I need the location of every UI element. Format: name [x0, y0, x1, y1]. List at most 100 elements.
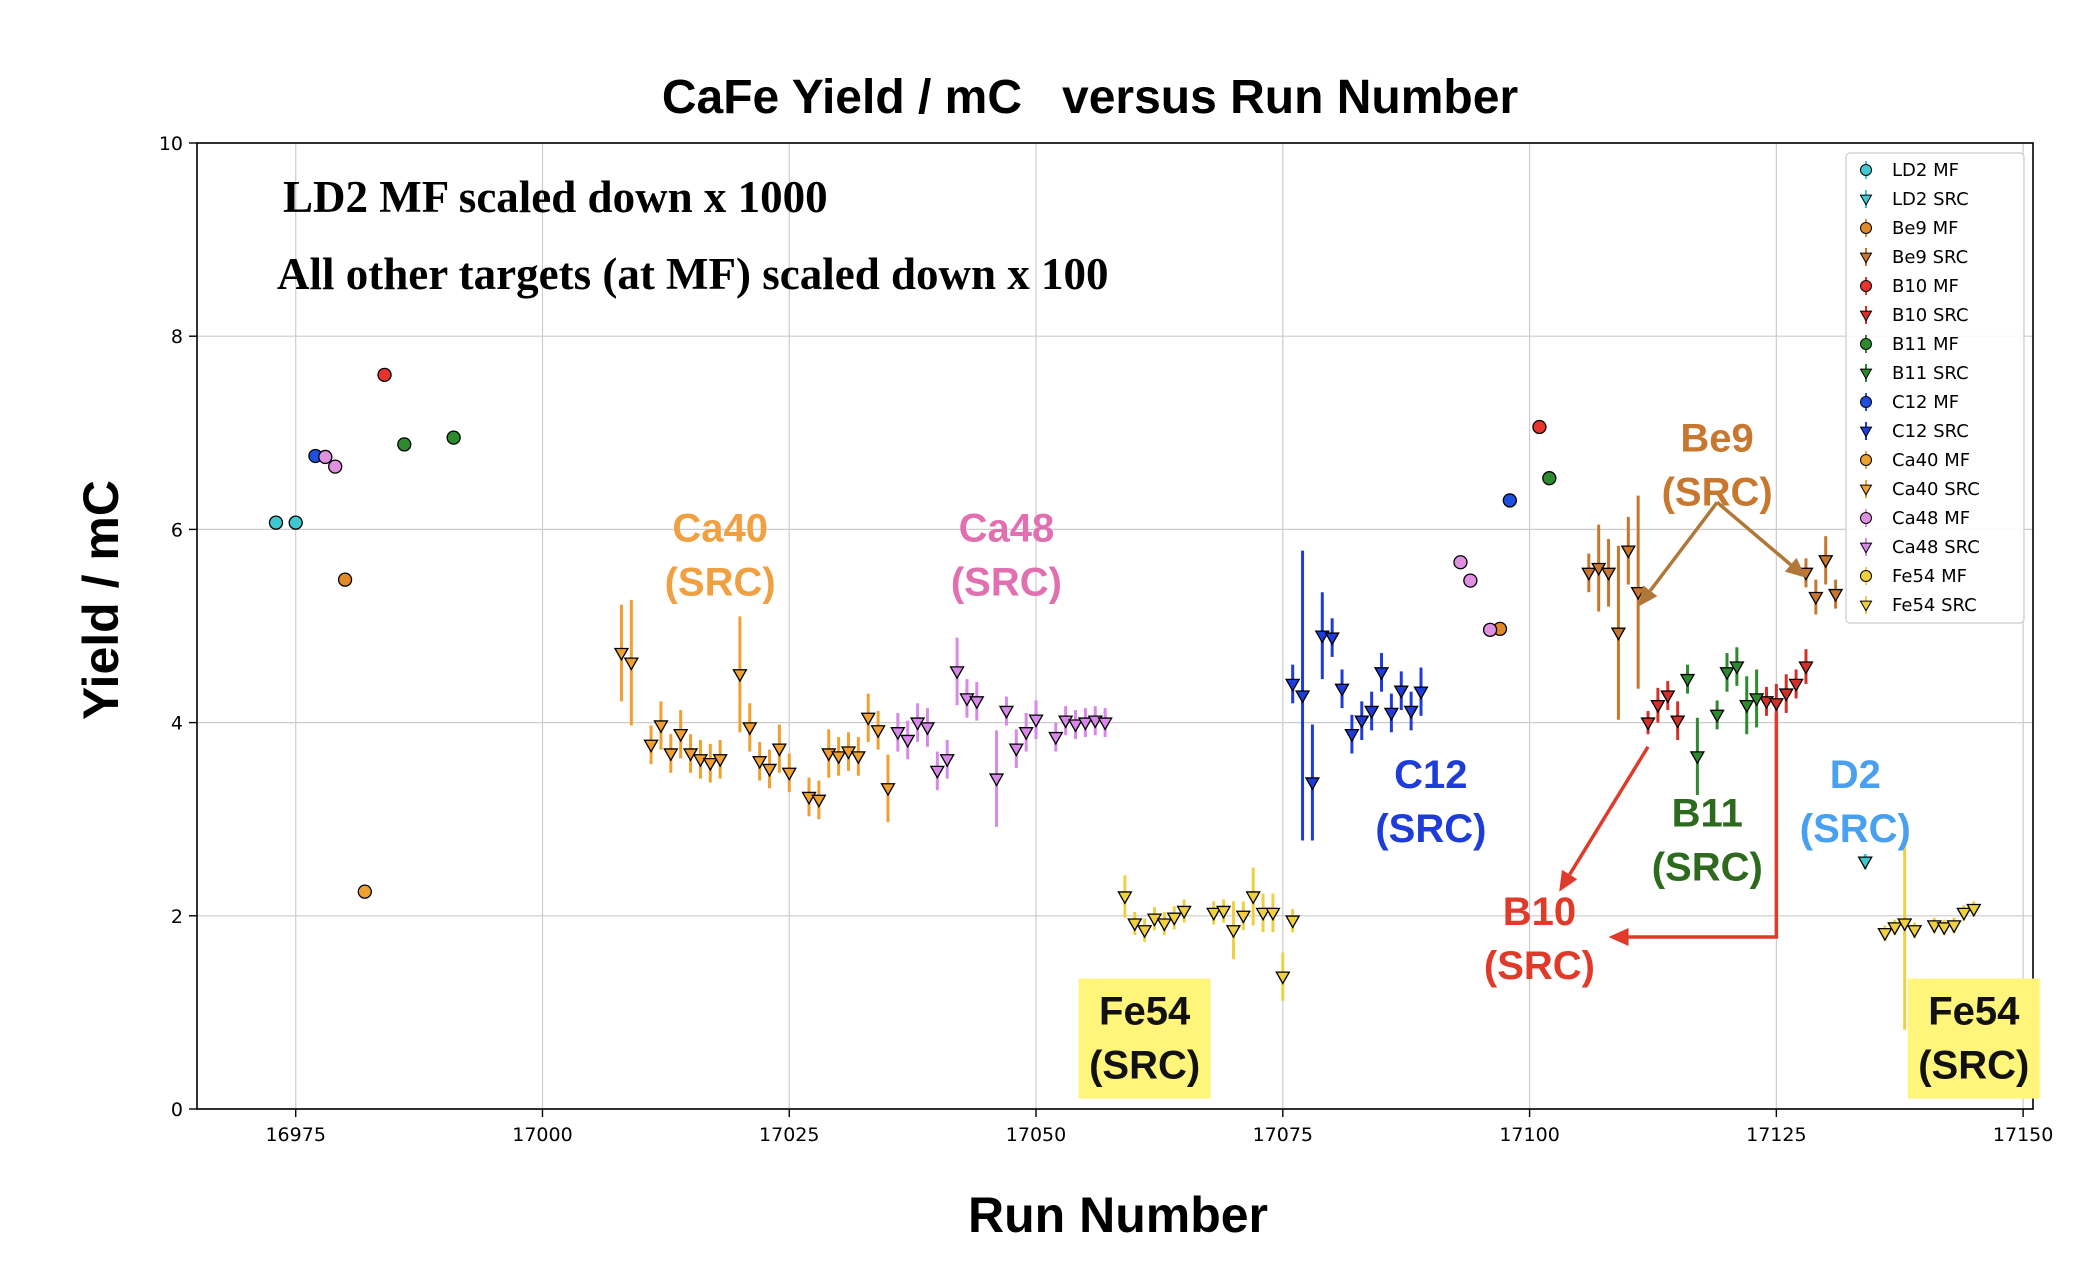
fe54-src-point: [1225, 925, 1242, 939]
b11-src-point: [1719, 667, 1735, 681]
b11-mf-point: [397, 437, 412, 452]
legend-c12-src-label: C12 SRC: [1892, 421, 1969, 442]
d2-label-src: (SRC): [1800, 807, 1911, 851]
plot-area: [196, 142, 2034, 1110]
c12-src-point: [1324, 632, 1340, 646]
ca40-src-point: [742, 722, 758, 736]
ca40-src-point: [623, 657, 639, 671]
ca48-src-point: [1097, 717, 1113, 731]
ca48-mf-point: [1453, 555, 1468, 570]
b10-mf-point: [377, 367, 392, 382]
axis-ticks: 16975 17000 17025 17050 17075 17100 17125 17150…: [159, 133, 2054, 1146]
ca48-src-point: [1058, 715, 1074, 729]
ca40-src-point: [752, 756, 768, 770]
fe54-src-point: [1156, 918, 1172, 932]
b10-src-point: [1798, 661, 1814, 675]
fe54-label-src: (SRC): [1089, 1044, 1200, 1088]
legend-be9-src-label: Be9 SRC: [1892, 247, 1968, 268]
x-tick-label: 17050: [1006, 1124, 1066, 1146]
annotations: Ca40 (SRC) Ca48 (SRC) C12 (SRC) B11 (SRC) D2 (SRC…: [665, 417, 2040, 1099]
y-tick-label: 10: [159, 133, 183, 155]
ca40-src-point: [613, 647, 630, 662]
ca40-src-point: [673, 728, 689, 743]
ca48-mf-point: [318, 449, 333, 465]
ca40-src-point: [850, 751, 866, 765]
legend: LD2 MF LD2 SRC Be9 MF Be9 SRC B10 MF B10 SRC B…: [1845, 152, 2025, 624]
c12-src-point: [1364, 705, 1380, 720]
c12-src-point: [1373, 667, 1390, 681]
be9-src-point: [1581, 567, 1597, 582]
note-other-scaling: All other targets (at MF) scaled down x …: [277, 249, 1109, 299]
b10-src-point: [1788, 678, 1804, 693]
ca40-src-point: [880, 783, 896, 797]
legend-b10-src-label: B10 SRC: [1892, 305, 1969, 326]
be9-src-point: [1808, 591, 1824, 606]
legend-ld2-src-marker: [1859, 194, 1873, 206]
ld2-mf-point: [268, 515, 284, 530]
be9-src-point: [1610, 627, 1627, 641]
ld2-mf-point: [288, 515, 303, 530]
fe54-src-point: [1136, 925, 1153, 939]
b11-src-point: [1709, 709, 1725, 724]
legend-b10-mf-marker: [1860, 280, 1872, 292]
y-tick-label: 4: [171, 713, 183, 735]
b11-mf-point: [1542, 471, 1557, 486]
ca40-src-point: [811, 794, 827, 809]
arrows: [1559, 501, 1806, 947]
fe54-src-point: [1255, 907, 1271, 922]
ca48-src-point: [988, 773, 1005, 787]
b11-label-name: B11: [1672, 792, 1743, 836]
c12-src-point: [1334, 683, 1350, 697]
y-tick-label: 6: [171, 519, 183, 541]
c12-src-point: [1354, 715, 1370, 729]
ca40-src-point: [643, 739, 659, 753]
x-tick-label: 17000: [512, 1124, 572, 1146]
plot-frame-bg: [197, 143, 2033, 1109]
fe54-src-point: [1285, 915, 1301, 929]
legend-ca40-src-marker: [1859, 484, 1873, 496]
be9-src-point: [1827, 588, 1844, 603]
arrow-line: [1568, 745, 1650, 876]
legend-c12-mf-label: C12 MF: [1892, 392, 1959, 413]
ca40-src-point: [732, 669, 748, 683]
legend-ld2-mf-marker: [1860, 164, 1872, 176]
ca48-mf-point: [328, 459, 343, 474]
x-tick-label: 17100: [1499, 1124, 1559, 1146]
fe54-label-src: (SRC): [1918, 1044, 2029, 1088]
b10-src-point: [1768, 698, 1784, 712]
ca40-src-point: [712, 754, 728, 768]
x-tick-label: 16975: [265, 1124, 325, 1146]
legend-be9-src-marker: [1859, 252, 1873, 264]
c12-label-name: C12: [1394, 753, 1467, 797]
legend-ca48-mf-label: Ca48 MF: [1892, 508, 1970, 529]
chart-title: CaFe Yield / mC versus Run Number: [662, 71, 1518, 124]
c12-src-point: [1294, 690, 1311, 704]
ca48-mf-point: [1463, 573, 1478, 588]
ca48-src-point: [1077, 717, 1094, 731]
fe54-src-point: [1906, 925, 1923, 939]
y-tick-label: 0: [171, 1099, 183, 1121]
x-axis-label: Run Number: [968, 1187, 1268, 1243]
legend-ca48-src-label: Ca48 SRC: [1892, 537, 1980, 558]
legend-c12-mf-marker: [1860, 396, 1872, 408]
ca48-src-point: [1028, 714, 1044, 728]
b10-src-point: [1778, 688, 1794, 702]
legend-ca48-src-marker: [1859, 542, 1873, 554]
fe54-src-point: [1117, 891, 1133, 905]
c12-src-point: [1285, 678, 1301, 693]
ca48-label-src: (SRC): [951, 561, 1062, 605]
legend-b10-mf-label: B10 MF: [1892, 276, 1959, 297]
ca40-src-point: [663, 748, 679, 762]
plot-frame: [196, 142, 2034, 1110]
legend-fe54-src-label: Fe54 SRC: [1892, 595, 1977, 616]
fe54-src-point: [1887, 922, 1903, 936]
fe54-src-point: [1206, 907, 1222, 922]
b10-label-name: B10: [1503, 890, 1576, 934]
ca48-src-point: [1018, 727, 1034, 741]
arrow-head: [1559, 869, 1578, 892]
fe54-src-point: [1166, 912, 1182, 926]
b11-src-point: [1689, 751, 1706, 765]
x-tick-label: 17150: [1993, 1124, 2053, 1146]
c12-src-point: [1383, 707, 1400, 722]
ca40-src-point: [870, 725, 886, 739]
